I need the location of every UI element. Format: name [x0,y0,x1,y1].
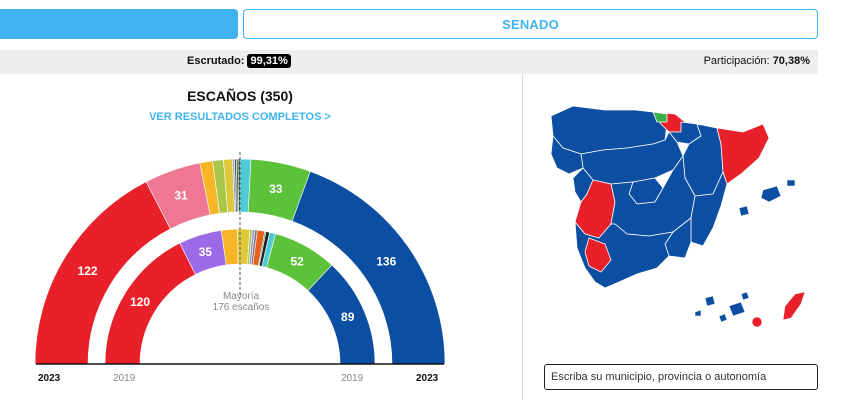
ring-2023: 122 31 33 136 [34,158,446,365]
spain-results-map[interactable] [545,98,815,338]
majority-label: Mayoría [223,291,260,302]
map-region-ibiza [738,205,750,217]
escrutado-value: 99,31% [247,54,291,68]
map-region-gipuzkoa [652,111,668,123]
tab-senado[interactable]: SENADO [243,9,818,39]
escrutado-label: Escrutado: [187,55,245,67]
municipio-search-input[interactable] [544,364,818,390]
column-divider [522,74,523,400]
tab-congreso[interactable] [0,9,238,39]
seat-label-2023-1: 31 [174,189,188,203]
map-region-canary-5 [782,291,806,321]
chamber-tabs: SENADO [0,9,844,39]
seat-label-2019-11: 52 [290,254,304,268]
peninsula [550,105,770,289]
participacion-indicator: Participación: 70,38% [704,55,810,67]
participacion-label: Participación: [703,55,770,67]
year-label-right-2023: 2023 [416,373,439,384]
map-region-canary-1 [704,295,716,307]
islands [694,179,806,328]
seat-label-2019-12: 89 [341,310,355,324]
ver-resultados-link[interactable]: VER RESULTADOS COMPLETOS > [149,111,331,123]
ring-2019: 120 35 52 89 [104,228,376,365]
seats-hemicycle: 122 31 33 136 120 35 52 89 Mayoría 176 escaños… [34,152,446,384]
year-label-left-2023: 2023 [38,373,61,384]
seat-label-2019-0: 120 [130,295,150,309]
participacion-value: 70,38% [772,55,810,67]
map-region-canary-7 [740,291,750,301]
majority-seats-label: 176 escaños [213,302,270,313]
map-region-canary-2 [728,301,746,317]
map-region-canary-4 [751,316,763,328]
status-bar: Escrutado: 99,31% Participación: 70,38% [0,50,818,74]
year-label-left-2019: 2019 [113,373,136,384]
map-region-canary-3 [718,313,728,323]
map-region-sevilla [584,237,612,273]
seat-label-2023-10: 33 [269,182,283,196]
map-region-galicia-south [550,135,584,175]
escrutado-indicator: Escrutado: 99,31% [187,54,291,68]
seat-label-2023-0: 122 [78,264,98,278]
year-label-right-2019: 2019 [341,373,364,384]
map-region-catalonia [716,123,770,185]
seat-label-2019-1: 35 [199,245,213,259]
map-region-menorca [786,179,796,187]
seat-segment-2023-11[interactable] [291,171,446,365]
map-region-canary-6 [694,309,702,317]
seat-label-2023-11: 136 [376,255,396,269]
escanos-title: ESCAÑOS (350) [187,88,293,104]
map-region-mallorca [760,185,782,203]
